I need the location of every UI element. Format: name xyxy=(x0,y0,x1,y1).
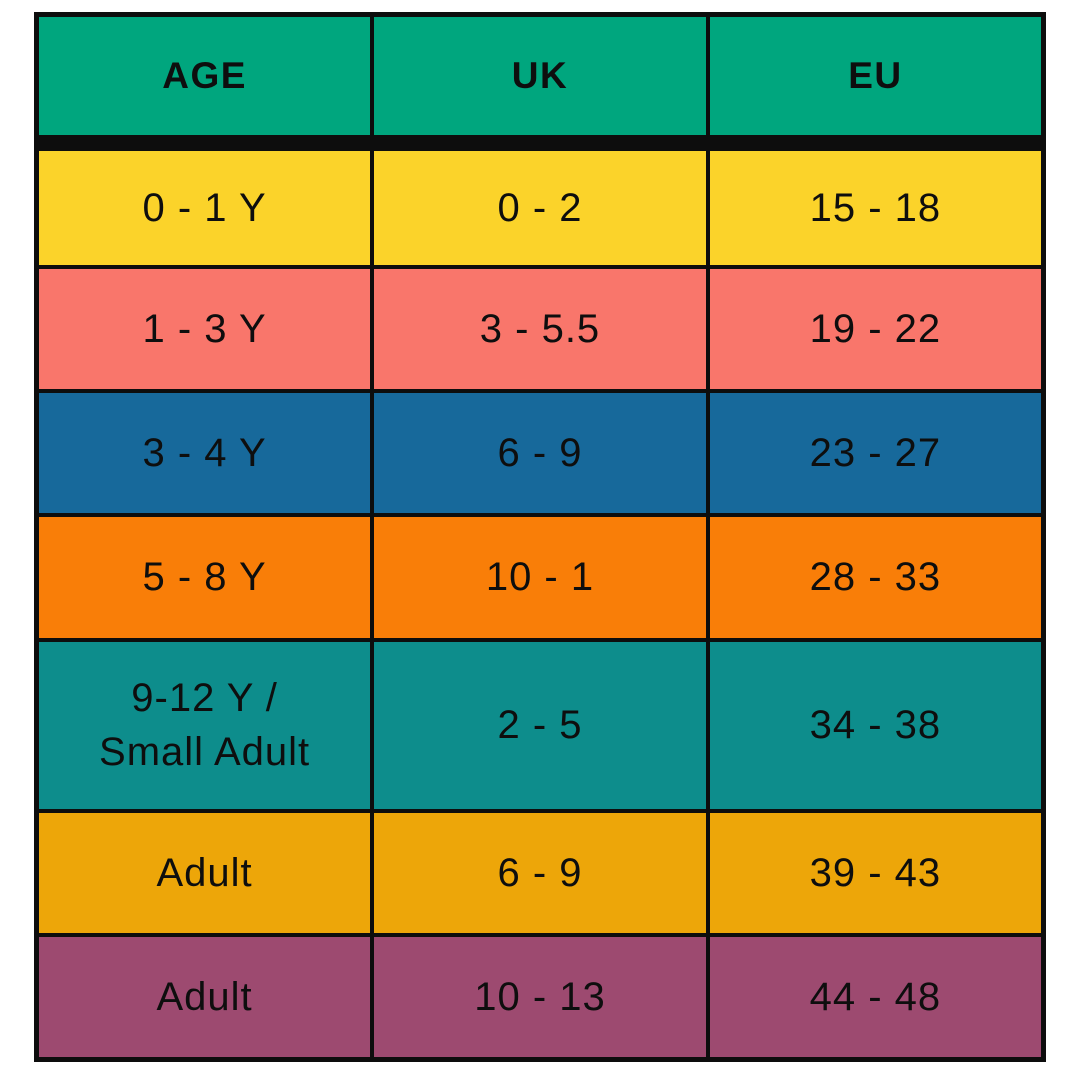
eu-cell: 28 - 33 xyxy=(705,513,1046,642)
eu-cell: 39 - 43 xyxy=(705,808,1046,938)
uk-cell: 2 - 5 xyxy=(370,637,710,813)
header-cell-eu: EU xyxy=(705,12,1046,151)
eu-cell: 23 - 27 xyxy=(705,389,1046,518)
uk-cell: 6 - 9 xyxy=(370,389,710,518)
uk-cell: 6 - 9 xyxy=(370,808,710,938)
age-cell: Adult xyxy=(34,808,375,938)
eu-cell: 44 - 48 xyxy=(705,933,1046,1062)
table-row: 3 - 4 Y 6 - 9 23 - 27 xyxy=(34,389,1046,518)
header-cell-age: AGE xyxy=(34,12,375,151)
age-cell: Adult xyxy=(34,933,375,1062)
eu-cell: 19 - 22 xyxy=(705,264,1046,394)
age-cell: 0 - 1 Y xyxy=(34,140,375,269)
age-cell: 1 - 3 Y xyxy=(34,264,375,394)
header-row: AGE UK EU xyxy=(34,12,1046,151)
size-chart-table: AGE UK EU 0 - 1 Y 0 - 2 15 - 18 1 - 3 Y … xyxy=(34,12,1046,1062)
table-row: Adult 6 - 9 39 - 43 xyxy=(34,808,1046,938)
eu-cell: 15 - 18 xyxy=(705,140,1046,269)
uk-cell: 3 - 5.5 xyxy=(370,264,710,394)
table-row: Adult 10 - 13 44 - 48 xyxy=(34,933,1046,1062)
uk-cell: 10 - 1 xyxy=(370,513,710,642)
age-cell: 5 - 8 Y xyxy=(34,513,375,642)
age-cell: 9-12 Y / Small Adult xyxy=(34,637,375,813)
uk-cell: 10 - 13 xyxy=(370,933,710,1062)
header-cell-uk: UK xyxy=(370,12,710,151)
eu-cell: 34 - 38 xyxy=(705,637,1046,813)
table-row: 0 - 1 Y 0 - 2 15 - 18 xyxy=(34,140,1046,269)
table-row: 9-12 Y / Small Adult 2 - 5 34 - 38 xyxy=(34,637,1046,813)
table-row: 5 - 8 Y 10 - 1 28 - 33 xyxy=(34,513,1046,642)
table-row: 1 - 3 Y 3 - 5.5 19 - 22 xyxy=(34,264,1046,394)
uk-cell: 0 - 2 xyxy=(370,140,710,269)
age-cell: 3 - 4 Y xyxy=(34,389,375,518)
